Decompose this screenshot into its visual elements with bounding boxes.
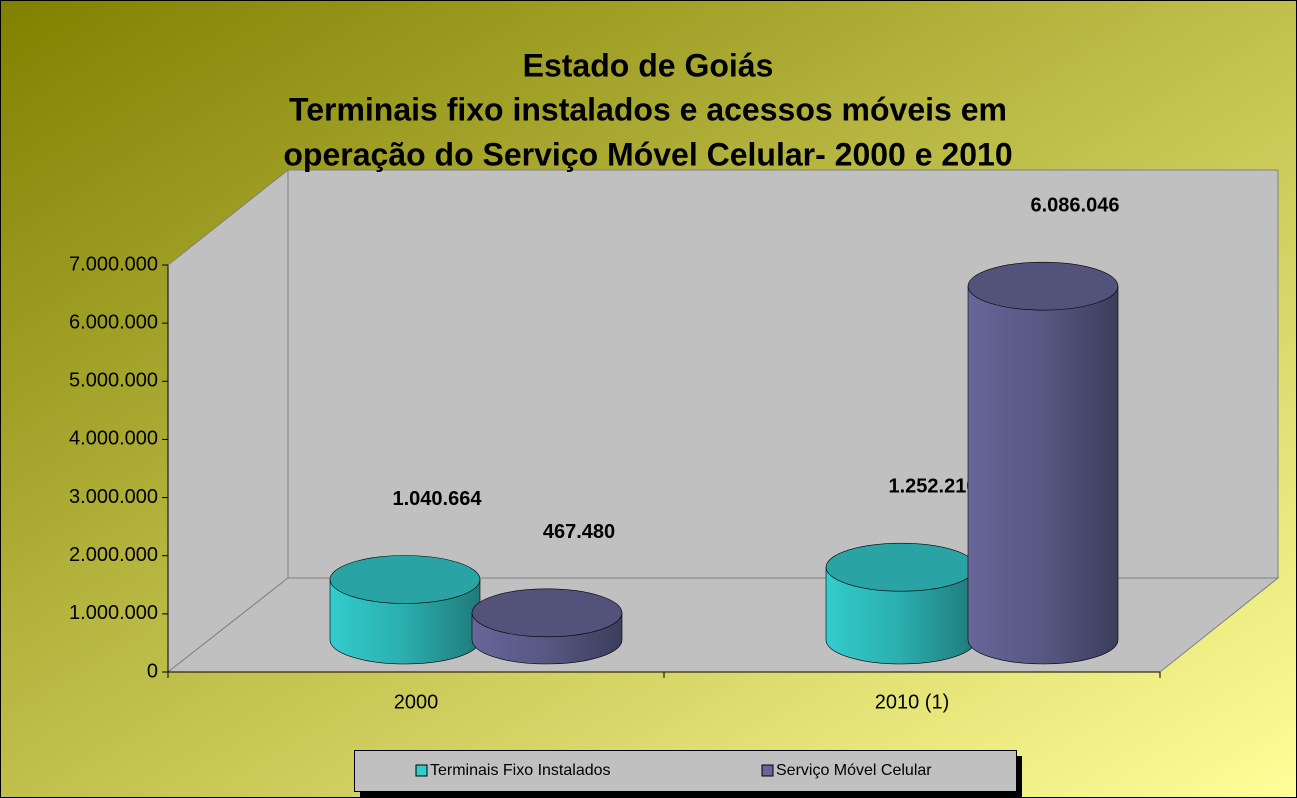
legend <box>354 750 1017 792</box>
x-tick-label: 2010 (1) <box>875 691 950 713</box>
legend-swatch <box>415 764 428 777</box>
x-tick-label: 2000 <box>394 691 439 713</box>
legend-label: Serviço Móvel Celular <box>776 762 932 779</box>
y-tick-label: 6.000.000 <box>69 311 158 333</box>
chart-title: Estado de Goiás <box>523 47 774 83</box>
y-tick-label: 1.000.000 <box>69 602 158 624</box>
back-wall <box>287 169 1279 579</box>
legend-swatch <box>761 764 774 777</box>
y-tick-label: 7.000.000 <box>69 253 158 275</box>
y-tick-label: 5.000.000 <box>69 370 158 392</box>
y-tick-label: 2.000.000 <box>69 544 158 566</box>
y-tick-label: 0 <box>147 660 158 682</box>
y-tick-label: 4.000.000 <box>69 428 158 450</box>
bar-top <box>471 588 623 638</box>
chart-title: Terminais fixo instalados e acessos móve… <box>289 91 1007 127</box>
value-label: 1.040.664 <box>393 488 483 510</box>
chart-title: operação do Serviço Móvel Celular- 2000 … <box>283 136 1012 172</box>
y-tick-label: 3.000.000 <box>69 486 158 508</box>
bar <box>967 285 1119 665</box>
value-label: 6.086.046 <box>1031 194 1120 216</box>
bar-top <box>329 555 481 604</box>
legend-label: Terminais Fixo Instalados <box>430 762 611 779</box>
value-label: 1.252.210 <box>889 475 978 497</box>
bar-top <box>967 261 1119 311</box>
value-label: 467.480 <box>543 521 615 543</box>
bar-top <box>825 542 977 592</box>
